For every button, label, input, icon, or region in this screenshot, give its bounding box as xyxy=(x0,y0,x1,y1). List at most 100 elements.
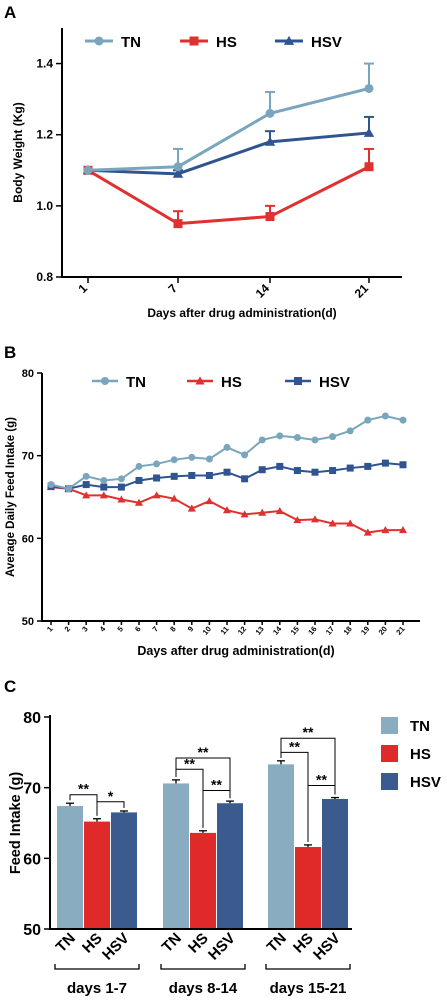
significance-label: ** xyxy=(289,738,300,754)
x-tick-label: 14 xyxy=(271,624,284,637)
x-tick-label: 17 xyxy=(324,625,336,637)
significance-label: ** xyxy=(316,772,327,788)
significance-bracket xyxy=(307,785,336,842)
legend-label-tn: TN xyxy=(126,374,146,391)
data-point-hs xyxy=(134,498,144,506)
data-point-hs xyxy=(99,491,108,499)
legend-label-hs: HS xyxy=(410,746,431,763)
significance-label: ** xyxy=(78,781,89,797)
group-bracket xyxy=(54,964,140,970)
data-point-tn xyxy=(170,456,178,464)
legend-marker-hs xyxy=(195,376,205,385)
data-point-hsv xyxy=(223,468,231,476)
legend-marker-hsv xyxy=(283,35,295,45)
y-tick-label: 70 xyxy=(22,451,34,463)
panel-label-b: B xyxy=(4,343,16,362)
legend-label-hsv: HSV xyxy=(319,374,350,391)
significance-label: ** xyxy=(303,724,314,740)
data-point-hs xyxy=(293,516,302,524)
group-label: days 15-21 xyxy=(270,980,347,997)
bar-tn xyxy=(57,806,83,929)
data-point-tn xyxy=(47,481,55,489)
data-point-tn xyxy=(65,485,73,493)
group-label: days 1-7 xyxy=(67,980,127,997)
legend-swatch-hs xyxy=(381,745,398,762)
group-bracket xyxy=(160,964,246,970)
data-point-tn xyxy=(223,443,231,451)
data-point-hsv xyxy=(241,475,249,483)
panel-label-c: C xyxy=(4,677,16,696)
data-point-hsv xyxy=(135,476,143,484)
bar-label-hsv: HSV xyxy=(99,930,133,964)
group-bracket xyxy=(265,964,351,970)
data-point-tn xyxy=(276,432,284,440)
y-axis-label: Average Daily Feed Intake (g) xyxy=(5,417,17,577)
data-point-tn xyxy=(381,412,389,420)
x-tick-label: 7 xyxy=(165,281,180,296)
x-tick-label: 20 xyxy=(377,625,389,637)
data-point-hsv xyxy=(170,472,178,480)
x-tick-label: 21 xyxy=(352,281,372,301)
bar-label-tn: TN xyxy=(53,930,79,956)
data-point-hs xyxy=(363,528,372,536)
data-point-hs xyxy=(275,507,284,515)
data-point-hsv xyxy=(363,127,375,137)
data-point-tn xyxy=(153,460,161,468)
data-point-tn xyxy=(311,436,319,444)
data-point-tn xyxy=(265,108,275,118)
series-line-tn xyxy=(87,87,370,172)
y-tick-label: 80 xyxy=(22,368,34,380)
bar-label-hsv: HSV xyxy=(205,930,239,964)
legend-swatch-tn xyxy=(381,717,398,734)
data-point-tn xyxy=(258,436,266,444)
significance-label: ** xyxy=(184,755,195,771)
x-tick-label: 18 xyxy=(341,625,353,637)
data-point-hsv xyxy=(264,136,276,146)
x-tick-label: 11 xyxy=(219,625,231,637)
data-point-tn xyxy=(364,416,372,424)
x-tick-label: 1 xyxy=(45,625,55,634)
data-point-hsv xyxy=(258,466,266,474)
y-tick-label: 1.0 xyxy=(36,199,53,213)
y-tick-label: 1.4 xyxy=(36,57,53,71)
y-axis-label: Body Weight (Kg) xyxy=(11,102,25,202)
data-point-tn xyxy=(329,433,337,441)
x-tick-label: 2 xyxy=(63,625,73,634)
data-point-tn xyxy=(188,453,196,461)
x-tick-label: 7 xyxy=(151,625,161,634)
panel-label-a: A xyxy=(4,3,16,22)
x-tick-label: 16 xyxy=(306,625,318,637)
y-tick-label: 0.8 xyxy=(36,270,53,284)
bar-hs xyxy=(190,832,216,929)
data-point-hs xyxy=(240,510,249,518)
data-point-hsv xyxy=(276,462,284,470)
data-point-hsv xyxy=(399,461,407,469)
bar-label-tn: TN xyxy=(264,930,290,956)
data-point-tn xyxy=(346,427,354,435)
y-tick-label: 80 xyxy=(23,710,41,727)
x-tick-label: 10 xyxy=(201,625,213,637)
legend-label-hs: HS xyxy=(221,374,242,391)
data-point-tn xyxy=(117,475,125,483)
y-tick-label: 60 xyxy=(22,533,34,545)
y-tick-label: 60 xyxy=(23,851,41,868)
data-point-tn xyxy=(364,83,374,93)
data-point-hs xyxy=(173,219,183,229)
data-point-tn xyxy=(205,455,213,463)
x-tick-label: 5 xyxy=(115,625,125,634)
data-point-hs xyxy=(381,526,390,534)
significance-bracket xyxy=(96,801,125,816)
data-point-hs xyxy=(265,212,275,222)
x-tick-label: 6 xyxy=(133,625,143,634)
x-tick-label: 15 xyxy=(289,625,301,637)
legend-label-tn: TN xyxy=(121,34,141,51)
x-tick-label: 19 xyxy=(359,625,371,637)
bar-hs xyxy=(295,847,321,929)
y-axis-label: Feed Intake (g) xyxy=(8,772,24,874)
data-point-hsv xyxy=(311,468,319,476)
data-point-hs xyxy=(364,162,374,172)
data-point-hs xyxy=(328,519,337,527)
